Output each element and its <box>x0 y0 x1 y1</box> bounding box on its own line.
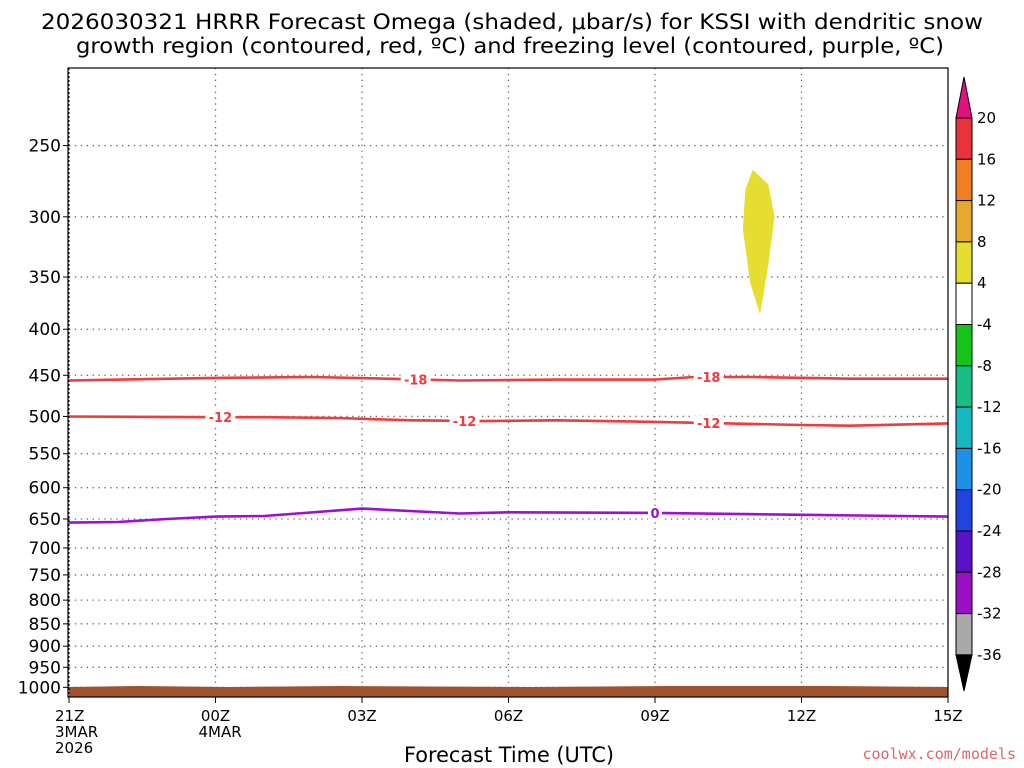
credit-link[interactable]: coolwx.com/models <box>862 745 1016 763</box>
contour-line <box>68 507 949 524</box>
x-tick-label: 21Z <box>55 707 84 725</box>
colorbar-top-arrow <box>955 76 973 119</box>
colorbar-label: -12 <box>977 398 1002 416</box>
colorbar-label: -32 <box>977 605 1002 623</box>
colorbar-box <box>955 282 973 326</box>
x-tick-label: 4MAR <box>199 723 242 741</box>
colorbar-box <box>955 117 973 160</box>
contour-label-bg <box>400 372 431 387</box>
colorbar-label: -28 <box>977 563 1002 581</box>
colorbar-label: -24 <box>977 522 1002 540</box>
colorbar-box <box>955 200 973 243</box>
terrain-fill <box>69 686 948 697</box>
x-tick-label: 15Z <box>933 707 962 725</box>
y-tick-label: 300 <box>29 208 61 228</box>
colorbar-label: 4 <box>977 274 987 292</box>
colorbar-legend: 20 16 12 8 4 -4 -8 -12 -16 -20 -24 -28 -32 -36 <box>955 76 1002 692</box>
y-tick-label: 650 <box>29 510 61 530</box>
omega-shaded-area <box>742 169 775 315</box>
contour-label: -12 <box>453 415 477 430</box>
colorbar-box <box>955 158 973 202</box>
colorbar-label: -8 <box>977 357 992 375</box>
colorbar-box <box>955 365 973 408</box>
terrain-band <box>69 686 948 697</box>
y-tick-label: 900 <box>29 637 61 657</box>
contour-label: -12 <box>697 417 721 432</box>
gridlines <box>69 68 948 697</box>
x-tick-label: 06Z <box>494 707 523 725</box>
contour-label-bg <box>693 416 724 431</box>
x-tick-label: 03Z <box>347 707 376 725</box>
contour-label-bg <box>449 413 480 428</box>
x-tick-label: 00Z <box>201 707 230 725</box>
contour-labels: -18 -18 -12 -12 -12 0 <box>205 370 724 522</box>
contour-lines <box>68 375 949 524</box>
colorbar-box <box>955 489 973 532</box>
y-tick-label: 950 <box>29 658 61 678</box>
x-tick-label: 09Z <box>640 707 669 725</box>
x-tick-label: 12Z <box>787 707 816 725</box>
y-tick-label: 450 <box>29 366 61 386</box>
y-tick-label: 600 <box>29 479 61 499</box>
colorbar-box <box>955 241 973 284</box>
colorbar-label: -36 <box>977 646 1002 664</box>
colorbar-box <box>955 530 973 573</box>
y-tick-label: 350 <box>29 268 61 288</box>
colorbar-box <box>955 571 973 615</box>
contour-label: -12 <box>209 411 233 426</box>
y-tick-label: 750 <box>29 566 61 586</box>
contour-label-bg <box>693 370 724 385</box>
colorbar-label: 16 <box>977 150 996 168</box>
colorbar-box <box>955 447 973 491</box>
y-tick-label: 1000 <box>18 678 61 698</box>
colorbar-box <box>955 324 973 367</box>
contour-line <box>68 375 948 382</box>
colorbar-label: -4 <box>977 316 992 334</box>
y-tick-label: 550 <box>29 445 61 465</box>
contour-label-bg <box>648 505 662 520</box>
x-tick-label: 3MAR <box>55 723 98 741</box>
colorbar-box <box>955 613 973 656</box>
x-tick-label: 2026 <box>55 739 93 757</box>
colorbar-label: 8 <box>977 233 987 251</box>
contour-label: -18 <box>404 373 428 388</box>
contour-label: -18 <box>697 371 721 386</box>
y-tick-label: 700 <box>29 539 61 559</box>
colorbar-box <box>955 406 973 449</box>
chart-title-line2: growth region (contoured, red, ºC) and f… <box>76 34 944 58</box>
x-axis-label: Forecast Time (UTC) <box>404 743 614 767</box>
y-tick-label: 250 <box>29 137 61 157</box>
y-tick-label: 400 <box>29 320 61 340</box>
y-axis-ticks: 2503003504004505005506006507007508008509… <box>18 137 69 698</box>
omega-shading <box>742 169 775 315</box>
colorbar-label: -16 <box>977 439 1002 457</box>
contour-label-bg <box>205 410 236 425</box>
y-tick-label: 800 <box>29 591 61 611</box>
plot-frame <box>67 67 949 698</box>
y-tick-label: 500 <box>29 407 61 427</box>
colorbar-bottom-arrow <box>955 654 973 692</box>
contour-line <box>68 415 949 427</box>
contour-label: 0 <box>650 507 659 522</box>
colorbar-label: 12 <box>977 192 996 210</box>
chart-title-line1: 2026030321 HRRR Forecast Omega (shaded, … <box>41 10 983 34</box>
y-tick-label: 850 <box>29 615 61 635</box>
colorbar-label: 20 <box>977 109 996 127</box>
colorbar-label: -20 <box>977 481 1002 499</box>
